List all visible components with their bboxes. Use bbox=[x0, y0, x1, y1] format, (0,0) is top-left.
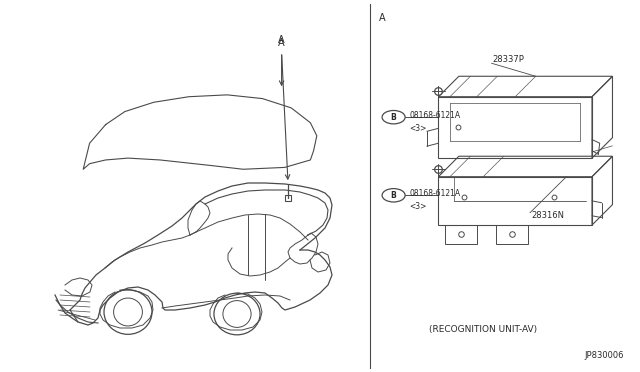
Text: (RECOGNITION UNIT-AV): (RECOGNITION UNIT-AV) bbox=[429, 325, 537, 334]
Text: A: A bbox=[278, 38, 285, 48]
Text: <3>: <3> bbox=[410, 202, 427, 211]
Text: 28316N: 28316N bbox=[531, 211, 564, 220]
Text: JP830006: JP830006 bbox=[584, 351, 624, 360]
Text: B: B bbox=[391, 113, 396, 122]
Text: 28337P: 28337P bbox=[493, 55, 525, 64]
Text: 08168-6121A: 08168-6121A bbox=[410, 111, 461, 120]
Text: A: A bbox=[379, 13, 385, 23]
Text: A: A bbox=[278, 35, 285, 45]
Text: <3>: <3> bbox=[410, 124, 427, 133]
Text: B: B bbox=[391, 191, 396, 200]
Text: 08168-6121A: 08168-6121A bbox=[410, 189, 461, 198]
